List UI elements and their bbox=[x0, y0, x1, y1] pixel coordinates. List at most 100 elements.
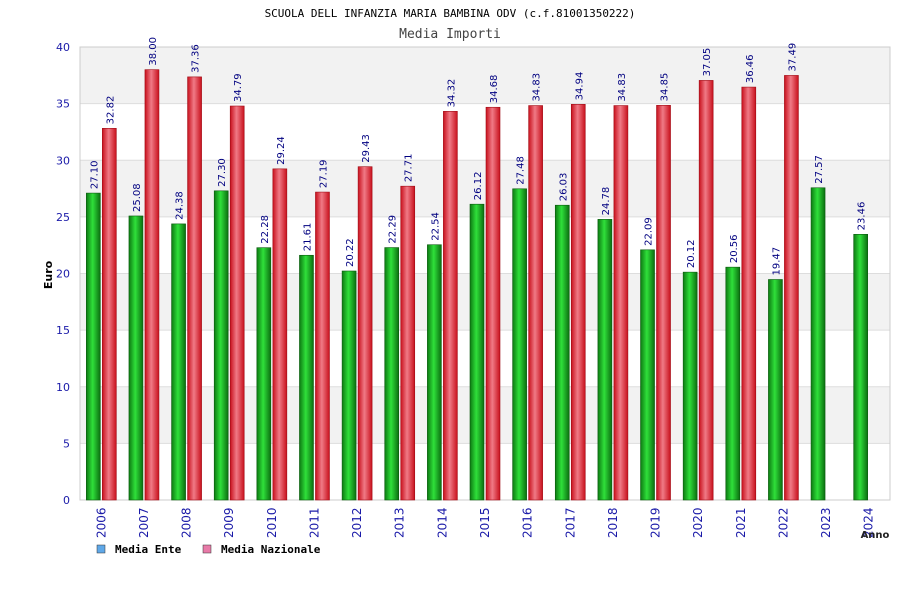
x-tick-label: 2020 bbox=[691, 507, 705, 538]
bar-media-ente bbox=[597, 219, 613, 501]
bar-media-nazionale bbox=[229, 105, 245, 501]
x-tick-label: 2012 bbox=[350, 507, 364, 538]
data-label: 34.94 bbox=[574, 72, 585, 101]
bar-media-nazionale bbox=[656, 105, 671, 501]
y-tick-label: 25 bbox=[56, 211, 70, 224]
x-axis: 2006 2007 2008 2009 2010 2011 2012 2013 2014 2015… bbox=[94, 507, 875, 538]
x-tick-label: 2023 bbox=[819, 507, 833, 538]
y-tick-label: 40 bbox=[56, 41, 70, 54]
bar-media-ente bbox=[384, 247, 400, 501]
bar-media-ente bbox=[213, 190, 229, 501]
data-label: 29.24 bbox=[276, 136, 287, 165]
bar-media-nazionale bbox=[485, 106, 501, 501]
data-label: 27.30 bbox=[217, 158, 228, 187]
bar-media-ente bbox=[853, 234, 868, 501]
data-label: 22.09 bbox=[644, 217, 655, 246]
bar-media-ente bbox=[768, 279, 783, 501]
data-label: 20.12 bbox=[686, 240, 697, 269]
y-axis-label: Euro bbox=[42, 260, 55, 289]
data-label: 24.38 bbox=[175, 191, 186, 220]
chart-subtitle: Media Importi bbox=[399, 27, 501, 42]
bar-media-ente bbox=[810, 187, 826, 501]
bar-media-ente bbox=[256, 247, 272, 501]
y-tick-label: 30 bbox=[56, 154, 70, 167]
data-label: 27.71 bbox=[404, 154, 415, 183]
y-axis: 0 5 10 15 20 25 30 35 40 bbox=[56, 41, 70, 507]
y-tick-label: 0 bbox=[63, 494, 70, 507]
legend-label-nazionale: Media Nazionale bbox=[221, 543, 321, 556]
data-label: 26.03 bbox=[558, 173, 569, 202]
bar-media-nazionale bbox=[400, 185, 416, 501]
data-label: 34.79 bbox=[233, 73, 244, 102]
bar-media-ente bbox=[299, 254, 314, 501]
bar-media-ente bbox=[554, 204, 570, 501]
bar-media-nazionale bbox=[357, 166, 373, 501]
data-label: 38.00 bbox=[148, 37, 159, 66]
bar-media-ente bbox=[725, 266, 741, 501]
x-tick-label: 2008 bbox=[180, 507, 194, 538]
bar-media-nazionale bbox=[144, 69, 160, 501]
x-tick-label: 2014 bbox=[435, 507, 449, 538]
x-tick-label: 2021 bbox=[734, 507, 748, 538]
data-label: 27.48 bbox=[516, 156, 527, 185]
data-label: 37.49 bbox=[787, 43, 798, 72]
x-tick-label: 2022 bbox=[776, 507, 790, 538]
bar-media-nazionale bbox=[613, 105, 629, 501]
x-tick-label: 2011 bbox=[307, 507, 321, 538]
data-label: 19.47 bbox=[771, 247, 782, 276]
y-tick-label: 15 bbox=[56, 324, 70, 337]
bar-media-ente bbox=[171, 223, 186, 501]
data-label: 20.22 bbox=[345, 238, 356, 267]
data-label: 27.19 bbox=[318, 159, 329, 188]
data-label: 29.43 bbox=[361, 134, 372, 163]
x-tick-label: 2015 bbox=[478, 507, 492, 538]
bar-media-ente bbox=[640, 249, 655, 501]
data-label: 34.83 bbox=[532, 73, 543, 102]
x-tick-label: 2009 bbox=[222, 507, 236, 538]
x-tick-label: 2010 bbox=[265, 507, 279, 538]
x-tick-label: 2006 bbox=[94, 507, 108, 538]
legend-label-ente: Media Ente bbox=[115, 543, 182, 556]
data-label: 34.32 bbox=[446, 79, 457, 108]
chart-title: SCUOLA DELL INFANZIA MARIA BAMBINA ODV (… bbox=[265, 7, 636, 20]
data-label: 22.29 bbox=[388, 215, 399, 244]
x-tick-label: 2016 bbox=[521, 507, 535, 538]
y-tick-label: 10 bbox=[56, 381, 70, 394]
x-tick-label: 2024 bbox=[862, 507, 876, 538]
legend-swatch-ente bbox=[96, 544, 106, 554]
bar-media-ente bbox=[128, 215, 144, 501]
data-label: 27.57 bbox=[814, 155, 825, 184]
x-tick-label: 2017 bbox=[563, 507, 577, 538]
bar-media-nazionale bbox=[698, 80, 714, 501]
bar-media-ente bbox=[341, 270, 357, 501]
x-tick-label: 2007 bbox=[137, 507, 151, 538]
data-label: 24.78 bbox=[601, 187, 612, 216]
bar-media-nazionale bbox=[528, 105, 543, 501]
data-label: 36.46 bbox=[745, 54, 756, 83]
data-label: 27.10 bbox=[89, 160, 100, 189]
y-tick-label: 35 bbox=[56, 98, 70, 111]
data-label: 26.12 bbox=[473, 172, 484, 201]
legend-swatch-nazionale bbox=[202, 544, 212, 554]
y-tick-label: 20 bbox=[56, 268, 70, 281]
x-tick-label: 2013 bbox=[393, 507, 407, 538]
data-label: 20.56 bbox=[729, 235, 740, 264]
bar-media-nazionale bbox=[741, 86, 757, 501]
bar-media-nazionale bbox=[784, 75, 799, 501]
bars: 27.10 32.82 25.08 38.00 24.38 37.36 27.30 34.79… bbox=[86, 37, 868, 501]
data-label: 22.28 bbox=[260, 215, 271, 244]
bar-media-nazionale bbox=[443, 111, 458, 501]
x-tick-label: 2019 bbox=[649, 507, 663, 538]
bar-media-ente bbox=[682, 271, 698, 501]
data-label: 37.05 bbox=[702, 48, 713, 77]
data-label: 32.82 bbox=[105, 96, 116, 125]
data-label: 34.68 bbox=[489, 75, 500, 104]
bar-media-nazionale bbox=[570, 104, 586, 501]
legend: Media Ente Media Nazionale bbox=[96, 543, 321, 556]
data-label: 34.85 bbox=[660, 73, 671, 102]
x-tick-label: 2018 bbox=[606, 507, 620, 538]
data-label: 23.46 bbox=[857, 202, 868, 231]
y-tick-label: 5 bbox=[63, 437, 70, 450]
data-label: 34.83 bbox=[617, 73, 628, 102]
